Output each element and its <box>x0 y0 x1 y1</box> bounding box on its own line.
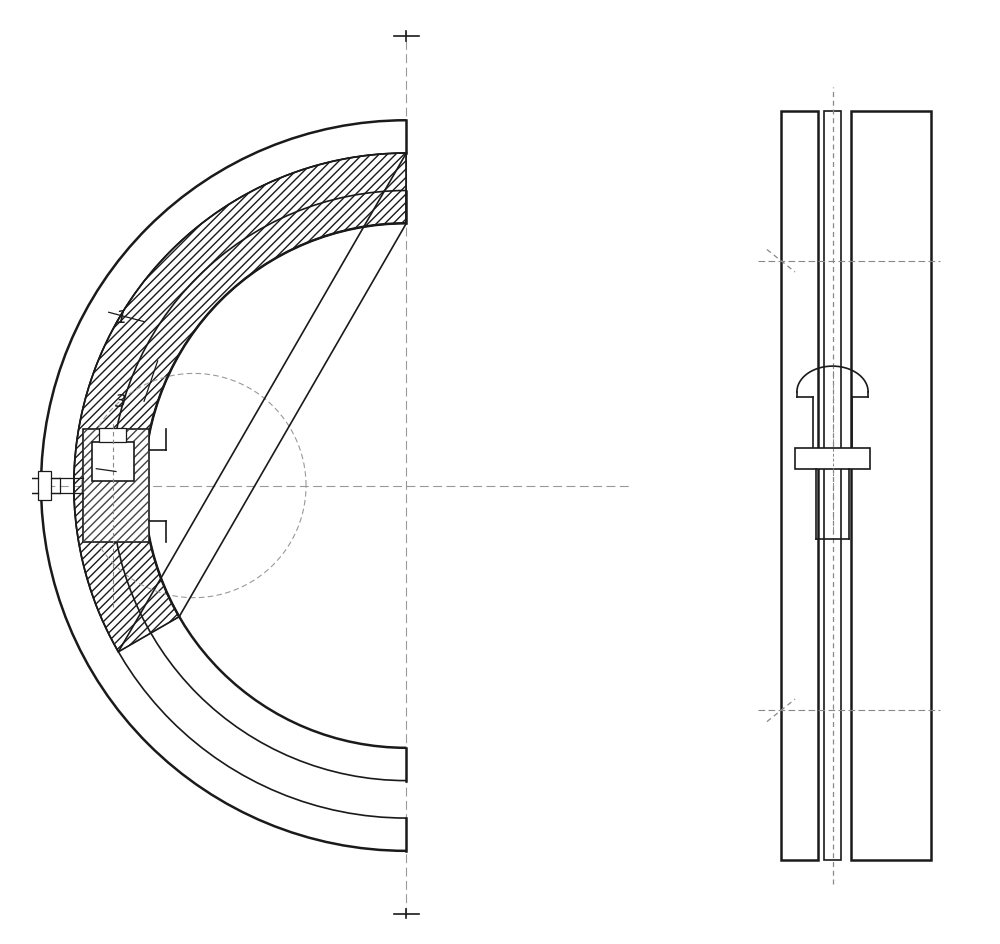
Bar <box>83 430 149 542</box>
Bar <box>99 429 126 442</box>
Text: 1: 1 <box>115 309 126 327</box>
Bar <box>851 111 931 860</box>
Text: 3: 3 <box>115 393 126 411</box>
Bar <box>38 472 51 500</box>
Text: 2: 2 <box>91 467 103 485</box>
Bar <box>92 442 134 481</box>
Bar <box>824 111 841 860</box>
Bar <box>795 448 870 469</box>
Bar <box>781 111 818 860</box>
Bar <box>83 430 149 542</box>
